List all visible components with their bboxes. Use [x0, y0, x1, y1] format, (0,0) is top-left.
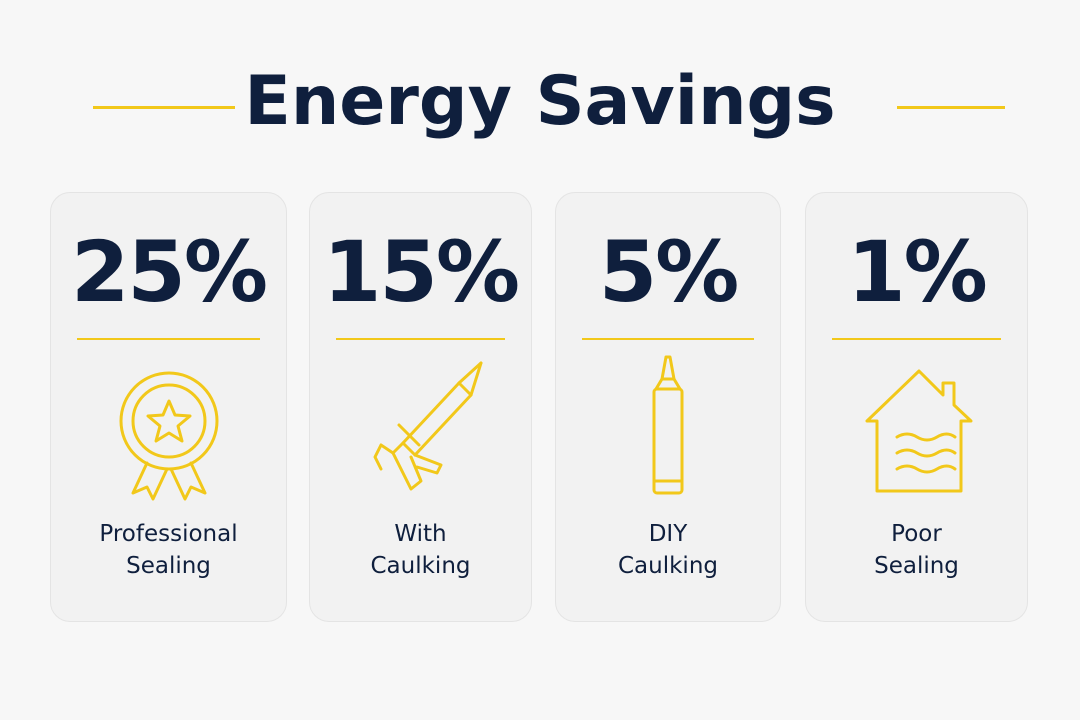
card-label: Caulking: [617, 553, 718, 579]
divider: [582, 338, 754, 340]
card-value: 1%: [847, 223, 988, 321]
card-label: Caulking: [370, 553, 471, 579]
card-label: Professional: [99, 521, 238, 547]
medal-icon: [119, 371, 218, 501]
card-label: Poor: [891, 521, 942, 547]
tube-icon: [652, 355, 684, 495]
title-rule: [93, 106, 235, 109]
title-rule: [897, 106, 1005, 109]
card: 15% With Caulking: [309, 192, 532, 622]
card-value: 15%: [322, 223, 520, 321]
card-label: DIY: [648, 521, 688, 547]
divider: [832, 338, 1001, 340]
card-label: With: [394, 521, 447, 547]
title: Energy Savings: [244, 62, 836, 141]
card: 1% Poor Sealing: [805, 192, 1028, 622]
caulk-gun-icon: [373, 361, 482, 491]
card-value: 5%: [598, 223, 740, 321]
divider: [77, 338, 260, 340]
card-value: 25%: [70, 223, 268, 321]
card: 25% Professional Sealing: [50, 192, 287, 622]
divider: [336, 338, 505, 340]
card: 5% DIY Caulking: [555, 192, 781, 622]
card-label: Sealing: [126, 553, 211, 579]
house-icon: [865, 369, 972, 493]
card-label: Sealing: [874, 553, 959, 579]
